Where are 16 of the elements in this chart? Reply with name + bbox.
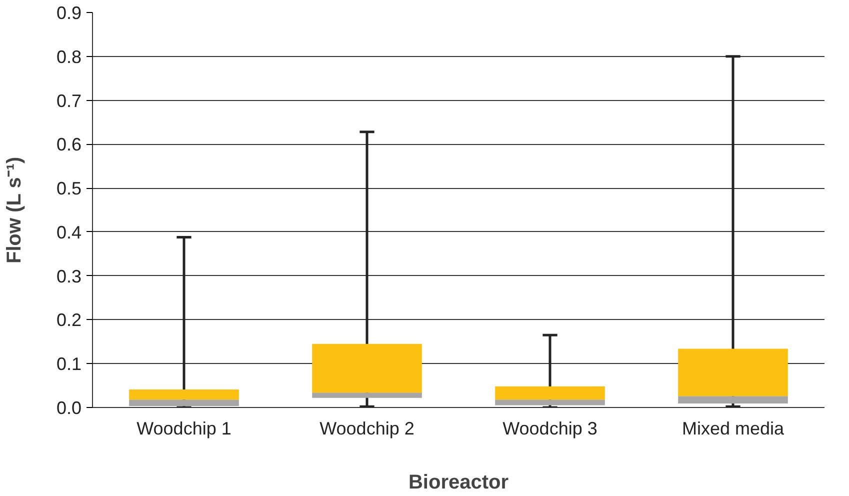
y-tick-label: 0.6 bbox=[56, 134, 82, 155]
x-tick-label: Mixed media bbox=[682, 418, 786, 438]
x-axis-title: Bioreactor bbox=[408, 472, 509, 494]
x-tick-label: Woodchip 3 bbox=[502, 418, 598, 438]
y-tick-label: 0.1 bbox=[56, 354, 82, 374]
y-tick-label: 0.9 bbox=[56, 3, 82, 23]
y-tick-label: 0.4 bbox=[56, 222, 82, 242]
y-tick-label: 0.7 bbox=[56, 90, 82, 111]
y-axis-title: Flow (L s⁻¹) bbox=[3, 156, 26, 264]
y-tick-label: 0.2 bbox=[56, 310, 82, 330]
y-tick-label: 0.5 bbox=[56, 178, 82, 199]
x-tick-label: Woodchip 1 bbox=[136, 418, 232, 438]
x-tick-label: Woodchip 2 bbox=[320, 418, 414, 438]
y-tick-label: 0.0 bbox=[56, 398, 82, 418]
y-tick-label: 0.8 bbox=[56, 46, 82, 67]
y-tick-label: 0.3 bbox=[56, 266, 82, 286]
